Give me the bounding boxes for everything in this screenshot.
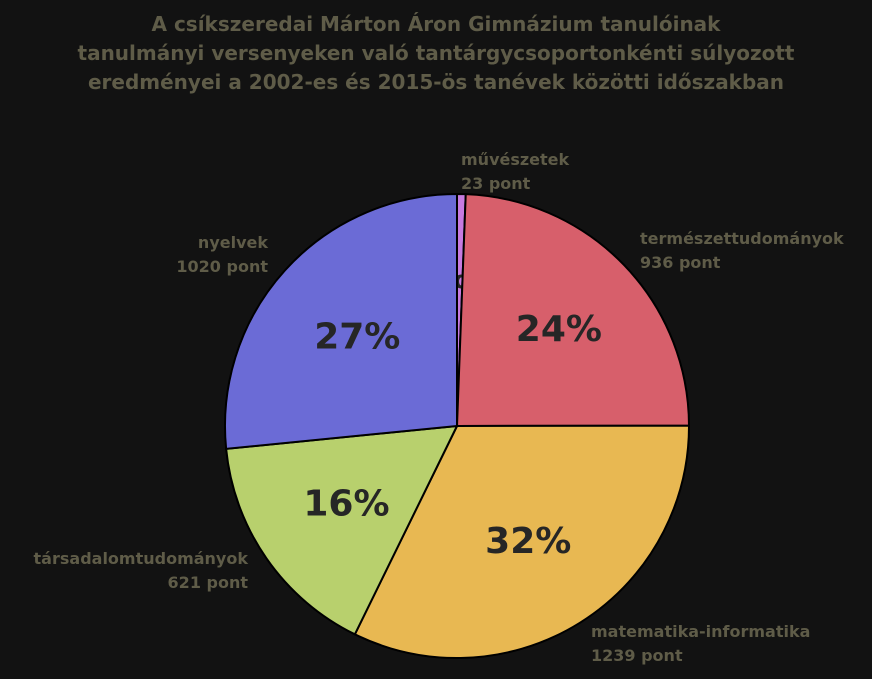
slice-value-label: 1239 pont <box>591 646 683 665</box>
chart-title-line-2: tanulmányi versenyeken való tantárgycsop… <box>77 41 795 65</box>
chart-title-line-1: A csíkszeredai Márton Áron Gimnázium tan… <box>151 12 721 36</box>
slice-percent-label: 24% <box>516 309 602 350</box>
slice-value-label: 936 pont <box>640 253 721 272</box>
slice-percent-label: 16% <box>303 484 389 525</box>
slice-category-label: matematika-informatika <box>591 622 810 641</box>
pie-slice-2 <box>353 424 691 659</box>
chart-title-line-3: eredményei a 2002-es és 2015-ös tanévek … <box>87 70 785 94</box>
slice-category-label: társadalomtudományok <box>34 549 249 568</box>
pie-slice-3 <box>225 424 459 636</box>
slice-category-label: nyelvek <box>198 233 268 252</box>
slice-value-label: 621 pont <box>168 573 249 592</box>
pie-slice-1 <box>455 193 691 428</box>
slice-percent-label: 32% <box>485 521 571 562</box>
slice-category-label: művészetek <box>461 150 570 169</box>
slice-value-label: 23 pont <box>461 174 531 193</box>
slice-category-label: természettudományok <box>640 229 844 248</box>
slice-value-label: 1020 pont <box>176 257 268 276</box>
slice-percent-label: 27% <box>314 317 400 358</box>
pie-slice-4 <box>224 192 458 450</box>
